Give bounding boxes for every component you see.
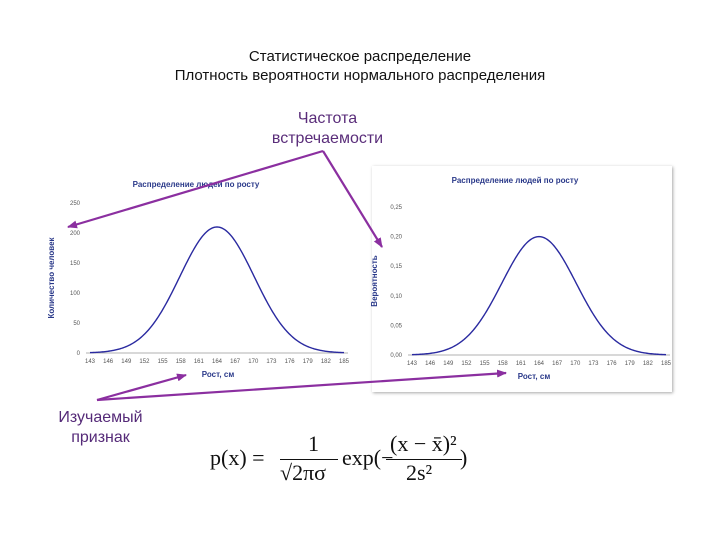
formula-numerator2: (x − x̄)²	[390, 431, 457, 456]
prob-x-tick-label: 155	[480, 361, 491, 367]
formula-lhs: p(x) =	[210, 445, 265, 470]
formula-close-paren: )	[460, 445, 468, 470]
prob-x-tick-label: 179	[625, 361, 636, 367]
prob-series-line	[411, 235, 667, 356]
formula-fraction-bar2	[386, 459, 462, 460]
prob-x-tick-label: 170	[570, 361, 581, 367]
label-feature: Изучаемый признак	[28, 408, 173, 448]
arrow-to-count-axis	[67, 149, 324, 229]
count-x-tick-label: 185	[339, 359, 350, 365]
formula-denominator2: 2s²	[406, 460, 433, 485]
prob-x-tick-label: 143	[407, 361, 418, 367]
count-x-tick-label: 158	[176, 359, 187, 365]
prob-x-tick-label: 173	[588, 361, 599, 367]
count-x-tick-label: 182	[321, 359, 332, 365]
count-x-tick-label: 179	[303, 359, 314, 365]
prob-x-tick-label: 182	[643, 361, 654, 367]
prob-x-axis-label: Рост, см	[518, 372, 551, 381]
formula-denominator: √2πσ	[280, 460, 327, 485]
count-x-tick-label: 164	[212, 359, 223, 365]
count-x-tick-label: 161	[194, 359, 205, 365]
chart-probability-panel: Распределение людей по росту 0,00 0,05 0,10…	[370, 166, 672, 392]
prob-y-tick-label: 0,05	[390, 323, 402, 329]
count-x-tick-label: 152	[139, 359, 150, 365]
chart-count: Распределение людей по росту 0 50 100 150 200…	[47, 180, 350, 379]
prob-x-tick-label: 146	[425, 361, 436, 367]
prob-y-tick-label: 0,00	[390, 353, 402, 359]
label-frequency: Частота встречаемости	[255, 109, 400, 149]
arrow-to-probability-axis	[322, 150, 383, 248]
count-y-tick-label: 0	[77, 351, 81, 357]
prob-x-tick-label: 176	[607, 361, 618, 367]
count-series-line	[89, 226, 345, 354]
prob-y-tick-label: 0,10	[390, 294, 402, 300]
count-x-tick-label: 173	[266, 359, 277, 365]
prob-x-tick-label: 158	[498, 361, 509, 367]
prob-x-tick-label: 152	[461, 361, 472, 367]
count-x-tick-label: 146	[103, 359, 114, 365]
prob-x-tick-label: 167	[552, 361, 563, 367]
prob-y-axis-label: Вероятность	[370, 255, 379, 306]
arrow-to-height-axis-left	[96, 373, 187, 402]
formula-exp: exp(−	[342, 445, 394, 470]
prob-x-tick-label: 149	[443, 361, 454, 367]
prob-x-tick-label: 185	[661, 361, 672, 367]
prob-x-tick-label: 164	[534, 361, 545, 367]
count-y-tick-label: 200	[70, 231, 81, 237]
count-x-tick-label: 170	[248, 359, 259, 365]
label-frequency-line2: встречаемости	[271, 130, 384, 147]
normal-density-formula: p(x) = 1 √2πσ exp(− (x − x̄)² 2s² )	[210, 428, 470, 485]
count-chart-title: Распределение людей по росту	[133, 180, 260, 189]
count-y-tick-label: 150	[70, 261, 81, 267]
prob-chart-title: Распределение людей по росту	[452, 176, 579, 185]
count-x-tick-label: 143	[85, 359, 96, 365]
prob-y-tick-label: 0,20	[390, 235, 402, 241]
prob-x-tick-label: 161	[516, 361, 527, 367]
label-frequency-line1: Частота	[297, 110, 358, 127]
label-feature-line1: Изучаемый	[58, 409, 143, 426]
arrow-to-height-axis-right	[96, 369, 507, 402]
count-x-tick-label: 167	[230, 359, 241, 365]
chart-probability: Распределение людей по росту 0,00 0,05 0,10…	[370, 176, 672, 381]
count-y-tick-label: 100	[70, 291, 81, 297]
label-feature-line2: признак	[71, 429, 130, 446]
chart-count-panel: Распределение людей по росту 0 50 100 150 200…	[38, 176, 358, 386]
count-y-axis-label: Количество человек	[47, 236, 56, 318]
prob-y-tick-label: 0,25	[390, 205, 402, 211]
count-x-axis-label: Рост, см	[202, 370, 235, 379]
count-x-tick-label: 155	[158, 359, 169, 365]
prob-y-tick-label: 0,15	[390, 264, 402, 270]
slide-title-line2: Плотность вероятности нормального распре…	[174, 67, 546, 84]
count-x-tick-label: 176	[285, 359, 296, 365]
slide-title-line1: Статистическое распределение	[248, 48, 472, 65]
formula-numerator: 1	[308, 431, 319, 456]
count-y-tick-label: 250	[70, 201, 81, 207]
formula-fraction-bar	[280, 459, 338, 460]
count-x-tick-label: 149	[121, 359, 132, 365]
count-y-tick-label: 50	[73, 321, 80, 327]
